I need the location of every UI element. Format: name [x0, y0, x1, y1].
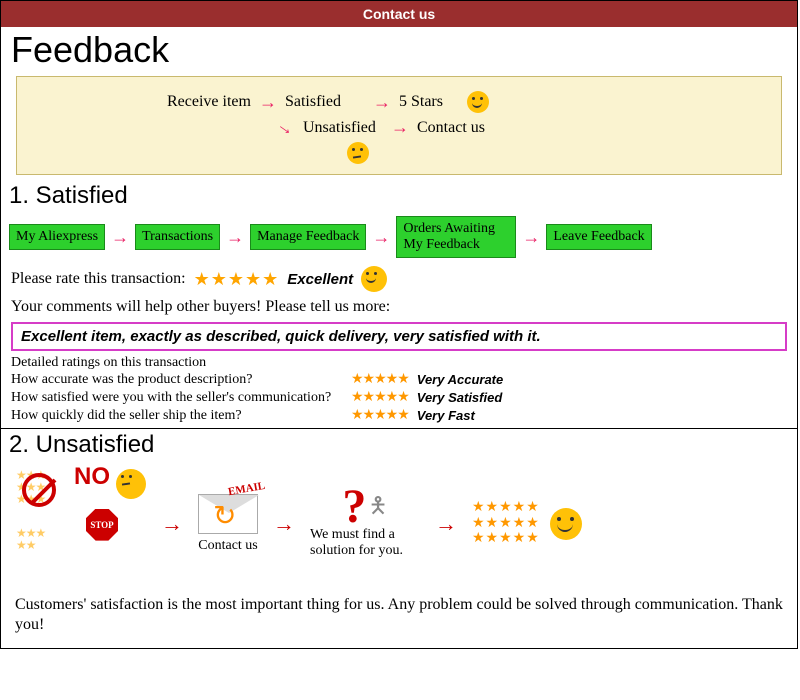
step-chip: My Aliexpress — [9, 224, 105, 250]
example-comment-box: Excellent item, exactly as described, qu… — [11, 322, 787, 351]
arrow-icon: → — [161, 511, 183, 537]
no-text: NO — [74, 463, 110, 491]
arrow-icon: → — [273, 511, 295, 537]
contact-label: Contact us — [198, 538, 258, 554]
rate-row: Please rate this transaction: ★★★★★ Exce… — [1, 262, 797, 296]
arrow-icon: → — [259, 92, 277, 113]
envelope-icon: EMAIL ↻ — [198, 494, 258, 534]
happy-icon — [361, 266, 387, 292]
rating-a: Very Accurate — [417, 372, 503, 389]
arrow-icon: → — [391, 117, 409, 138]
arrow-icon: → — [111, 227, 129, 248]
example-comment: Excellent item, exactly as described, qu… — [21, 328, 541, 345]
unsatisfied-flow: ★★★★★★★★★ NO STOP ★★★★★ → EMAIL ↻ Contac… — [1, 461, 797, 587]
worried-icon — [116, 469, 146, 499]
arrow-icon: → — [435, 511, 457, 537]
curve-arrow-icon: ↻ — [213, 499, 236, 533]
header-title: Contact us — [363, 6, 435, 22]
prohibit-icon — [22, 473, 56, 507]
final-step: ★★★★★★★★★★★★★★★ — [472, 500, 582, 546]
lower-stars-icon: ★★★★★ — [16, 527, 45, 551]
detailed-ratings: Detailed ratings on this transaction How… — [1, 353, 797, 428]
big-happy-icon — [550, 508, 582, 540]
page-title: Feedback — [1, 27, 797, 71]
page-container: Contact us Feedback Receive item → Satis… — [0, 0, 798, 649]
section2-title: 2. Unsatisfied — [1, 429, 797, 461]
arrow-icon: → — [226, 227, 244, 248]
stop-icon: STOP — [86, 509, 118, 541]
step-chip: Orders Awaiting My Feedback — [396, 216, 516, 258]
stars-icon: ★★★★★ — [194, 269, 280, 290]
stars-icon: ★★★★★ — [351, 371, 409, 389]
rating-q: How quickly did the seller ship the item… — [11, 407, 351, 425]
flow-5stars: 5 Stars — [399, 93, 459, 111]
email-tag: EMAIL — [227, 479, 266, 497]
satisfied-steps: My Aliexpress → Transactions → Manage Fe… — [1, 212, 797, 262]
figure-icon: 🯅 — [368, 489, 387, 527]
stop-text: STOP — [90, 520, 113, 530]
rate-label: Please rate this transaction: — [11, 270, 186, 288]
rating-a: Very Fast — [417, 408, 475, 425]
no-stars-icon: ★★★★★★★★★ — [16, 469, 45, 505]
star-grid-icon: ★★★★★★★★★★★★★★★ — [472, 500, 540, 546]
detail-heading: Detailed ratings on this transaction — [11, 355, 787, 371]
footer-text: Customers' satisfaction is the most impo… — [1, 587, 797, 649]
header-bar: Contact us — [1, 1, 797, 27]
comments-label: Your comments will help other buyers! Pl… — [1, 296, 797, 320]
flow-receive: Receive item — [167, 93, 251, 111]
arrow-diag-icon: → — [273, 114, 300, 142]
arrow-icon: → — [373, 92, 391, 113]
solution-step: ? 🯅 We must find a solution for you. — [310, 488, 420, 558]
rating-a: Very Satisfied — [417, 390, 503, 407]
step-chip: Manage Feedback — [250, 224, 366, 250]
step-chip: Leave Feedback — [546, 224, 651, 250]
rating-q: How accurate was the product description… — [11, 371, 351, 389]
contact-step: EMAIL ↻ Contact us — [198, 494, 258, 554]
flow-contact: Contact us — [417, 119, 485, 137]
section1-title: 1. Satisfied — [1, 180, 797, 212]
rating-q: How satisfied were you with the seller's… — [11, 389, 351, 407]
step-chip: Transactions — [135, 224, 220, 250]
solution-label: We must find a solution for you. — [310, 527, 420, 559]
arrow-icon: → — [522, 227, 540, 248]
stars-icon: ★★★★★ — [351, 407, 409, 425]
thinking-icon — [347, 142, 369, 164]
stars-icon: ★★★★★ — [351, 389, 409, 407]
no-graphic: ★★★★★★★★★ NO STOP ★★★★★ — [16, 469, 146, 579]
flow-satisfied: Satisfied — [285, 93, 365, 111]
happy-icon — [467, 91, 489, 113]
arrow-icon: → — [372, 227, 390, 248]
rate-text: Excellent — [287, 271, 353, 288]
flow-unsatisfied: Unsatisfied — [303, 119, 383, 137]
flow-box: Receive item → Satisfied → 5 Stars → Uns… — [16, 76, 782, 175]
question-icon: ? — [342, 488, 366, 526]
